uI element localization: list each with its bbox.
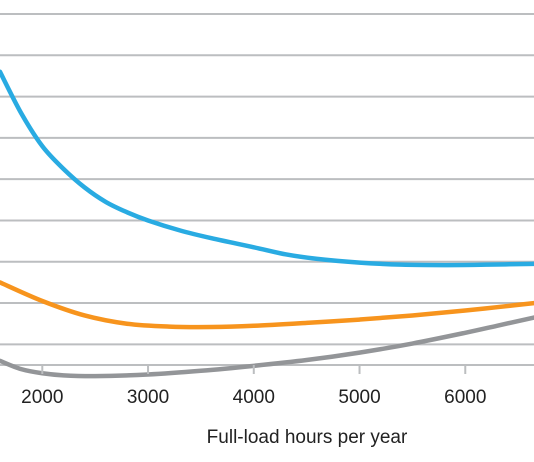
x-tick-label-2000: 2000 (21, 387, 63, 408)
series-line-orange (0, 280, 534, 330)
x-tick-label-3000: 3000 (127, 387, 169, 408)
x-axis-ticks: 2000 3000 4000 5000 6000 (21, 365, 486, 408)
x-tick-label-6000: 6000 (444, 387, 486, 408)
x-tick-label-4000: 4000 (233, 387, 275, 408)
x-tick-label-5000: 5000 (338, 387, 380, 408)
x-axis-label: Full-load hours per year (207, 427, 408, 448)
gridlines (0, 13, 534, 366)
plot-area (0, 69, 534, 379)
series-line-blue (0, 69, 534, 268)
series-line-gray (0, 315, 534, 379)
